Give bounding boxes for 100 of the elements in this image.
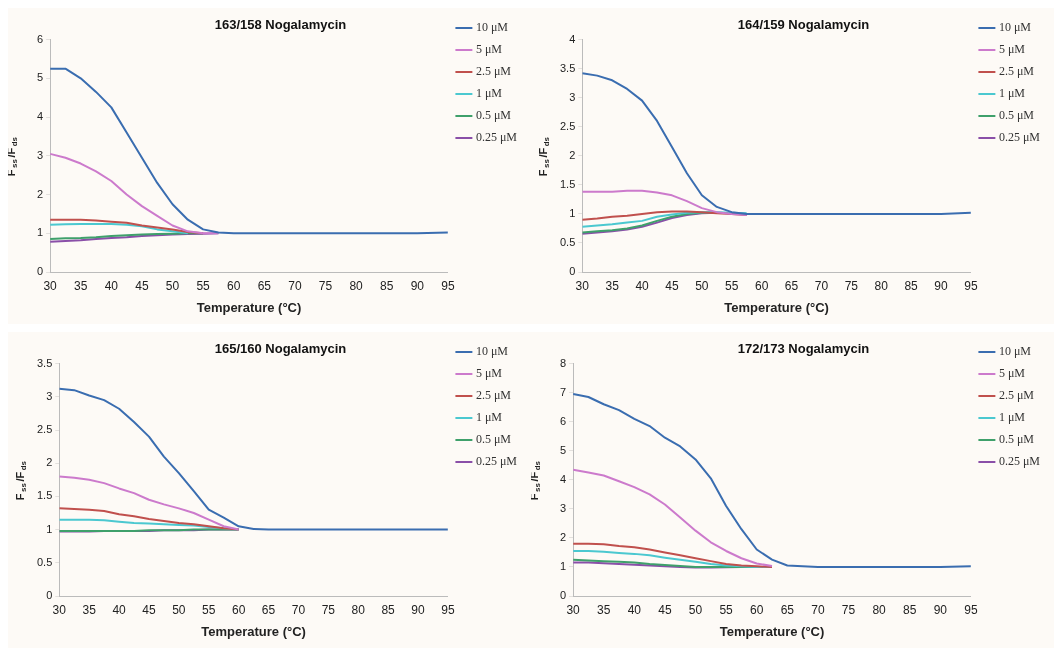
x-tick-label: 35 [605,278,620,293]
x-tick-label: 50 [165,278,180,293]
y-tick-label: 3 [46,389,53,402]
x-tick-label: 35 [597,602,611,617]
x-tick-label: 30 [43,278,58,293]
y-tick-label: 3 [559,501,567,514]
x-tick-label: 80 [351,602,366,617]
x-tick-label: 75 [321,602,336,617]
x-tick-label: 80 [872,602,887,617]
y-tick-label: 0.5 [559,235,576,248]
y-tick-label: 2.5 [559,119,576,132]
x-tick-label: 65 [784,278,799,293]
y-tick-label: 1 [559,559,567,572]
legend-label: 0.5 μM [998,432,1035,447]
x-tick-label: 75 [841,602,856,617]
y-tick-label: 2 [559,530,567,543]
chart-title: 165/160 Nogalamycin [214,341,347,357]
legend-label: 5 μM [998,366,1026,381]
x-tick-label: 70 [288,278,302,293]
y-tick-label: 0 [559,589,567,602]
y-tick-label: 3.5 [36,356,53,369]
x-tick-label: 65 [780,602,795,617]
y-tick-label: 2 [46,456,53,469]
y-tick-label: 1.5 [559,177,576,190]
x-tick-label: 50 [695,278,709,293]
x-tick-label: 95 [964,278,978,293]
x-tick-label: 95 [964,602,978,617]
y-tick-label: 0 [569,265,576,278]
x-tick-label: 55 [719,602,734,617]
y-tick-label: 1.5 [36,489,53,502]
legend-label: 10 μM [475,344,509,359]
x-tick-label: 90 [410,278,425,293]
x-tick-label: 85 [381,602,396,617]
x-tick-label: 60 [231,602,246,617]
x-tick-label: 40 [104,278,119,293]
y-tick-label: 7 [559,385,567,398]
x-tick-label: 35 [74,278,88,293]
x-tick-label: 90 [933,602,948,617]
x-tick-label: 90 [411,602,425,617]
y-tick-label: 3 [36,148,44,161]
legend-label: 5 μM [475,42,503,57]
legend-label: 0.25 μM [998,454,1041,469]
legend-label: 0.25 μM [475,130,518,145]
legend-label: 1 μM [475,86,503,101]
legend-label: 10 μM [998,20,1032,35]
x-tick-label: 90 [934,278,948,293]
legend-label: 2.5 μM [998,388,1035,403]
legend-label: 0.25 μM [475,454,518,469]
legend-label: 0.5 μM [998,108,1035,123]
x-tick-label: 65 [257,278,272,293]
x-tick-label: 60 [750,602,764,617]
x-tick-label: 55 [202,602,216,617]
x-tick-label: 40 [112,602,127,617]
legend-label: 1 μM [998,410,1026,425]
y-axis-title: Fss/Fds [5,136,20,177]
x-tick-label: 35 [82,602,97,617]
x-tick-label: 30 [566,602,581,617]
y-tick-label: 5 [559,443,567,456]
x-tick-label: 45 [665,278,679,293]
x-tick-label: 40 [635,278,650,293]
x-tick-label: 70 [814,278,829,293]
legend-label: 0.5 μM [475,108,512,123]
chart-title: 172/173 Nogalamycin [737,341,870,357]
x-tick-label: 60 [227,278,241,293]
x-tick-label: 75 [318,278,333,293]
x-tick-label: 70 [811,602,825,617]
y-axis-title: Fss/Fds [528,460,543,501]
y-tick-label: 3.5 [559,61,576,74]
y-tick-label: 0 [36,265,44,278]
y-tick-label: 0 [46,589,53,602]
x-tick-label: 60 [754,278,769,293]
x-tick-label: 95 [441,602,455,617]
y-tick-label: 8 [559,356,567,369]
legend-label: 2.5 μM [475,64,512,79]
x-tick-label: 55 [196,278,211,293]
y-tick-label: 2 [36,187,44,200]
x-tick-label: 85 [380,278,394,293]
x-tick-label: 50 [172,602,186,617]
x-tick-label: 55 [725,278,739,293]
y-tick-label: 4 [569,32,576,45]
y-tick-label: 5 [36,71,44,84]
legend-label: 10 μM [998,344,1032,359]
y-tick-label: 2.5 [36,423,53,436]
y-tick-label: 1 [36,226,44,239]
legend-label: 10 μM [475,20,509,35]
x-tick-label: 30 [575,278,590,293]
y-tick-label: 3 [569,90,576,103]
x-tick-label: 40 [627,602,642,617]
legend-label: 1 μM [475,410,503,425]
y-tick-label: 1 [569,206,576,219]
y-axis-title: Fss/Fds [14,460,29,501]
legend-label: 5 μM [998,42,1026,57]
legend-label: 2.5 μM [475,388,512,403]
x-tick-label: 80 [349,278,364,293]
x-tick-label: 70 [291,602,306,617]
y-tick-label: 2 [569,148,576,161]
x-tick-label: 45 [142,602,156,617]
y-tick-label: 1 [46,522,53,535]
x-tick-label: 80 [874,278,889,293]
x-tick-label: 85 [904,278,919,293]
